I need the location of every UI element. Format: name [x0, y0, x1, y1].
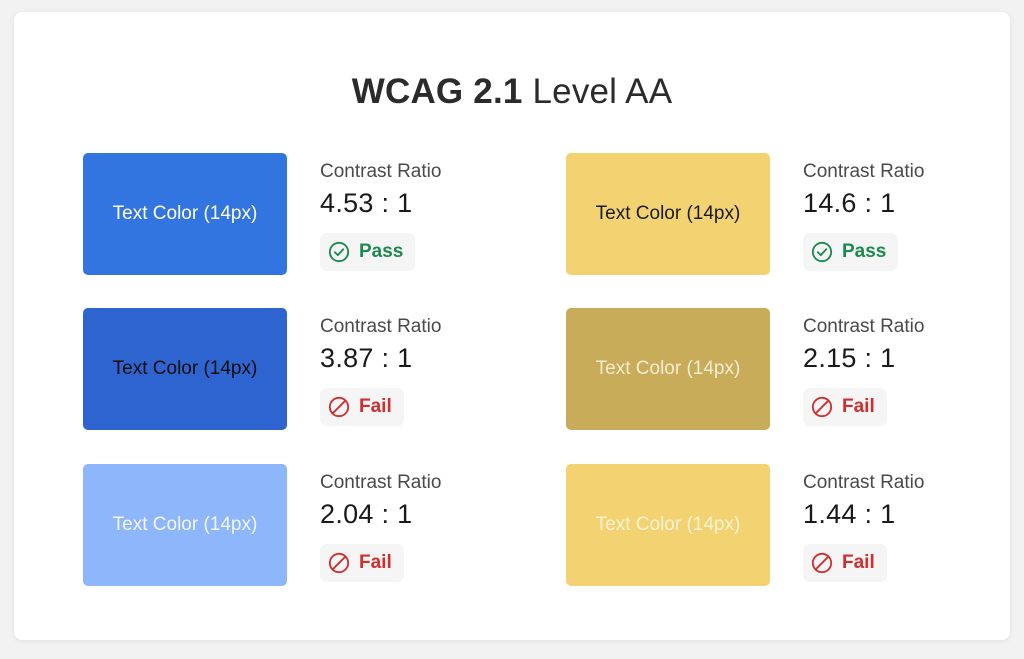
- contrast-caption: Contrast Ratio: [803, 316, 925, 337]
- status-badge: Fail: [803, 388, 887, 426]
- prohibited-icon: [328, 396, 359, 418]
- swatch-5: Text Color (14px): [83, 464, 287, 586]
- status-badge: Pass: [803, 233, 899, 271]
- prohibited-icon: [811, 396, 842, 418]
- status-label: Fail: [359, 552, 392, 573]
- status-label: Pass: [359, 241, 404, 262]
- check-circle-icon: [328, 241, 359, 263]
- status-label: Fail: [842, 552, 875, 573]
- swatch-3: Text Color (14px): [83, 308, 287, 430]
- swatch-4: Text Color (14px): [566, 308, 770, 430]
- swatch-text: Text Color (14px): [112, 358, 258, 379]
- status-badge: Pass: [320, 233, 416, 271]
- swatch-text: Text Color (14px): [112, 514, 258, 535]
- status-label: Pass: [842, 241, 887, 262]
- contrast-caption: Contrast Ratio: [320, 472, 442, 493]
- status-badge: Fail: [320, 388, 404, 426]
- contrast-ratio-value: 2.04 : 1: [320, 499, 413, 529]
- status-badge: Fail: [320, 544, 404, 582]
- title-light: Level AA: [532, 72, 673, 111]
- contrast-caption: Contrast Ratio: [320, 316, 442, 337]
- contrast-ratio-value: 4.53 : 1: [320, 188, 413, 218]
- prohibited-icon: [328, 552, 359, 574]
- contrast-ratio-value: 1.44 : 1: [803, 499, 896, 529]
- title-bold: WCAG 2.1: [351, 72, 523, 111]
- swatch-2: Text Color (14px): [566, 153, 770, 275]
- swatch-text: Text Color (14px): [112, 203, 258, 224]
- contrast-caption: Contrast Ratio: [803, 161, 925, 182]
- contrast-ratio-value: 14.6 : 1: [803, 188, 896, 218]
- contrast-caption: Contrast Ratio: [803, 472, 925, 493]
- swatch-1: Text Color (14px): [83, 153, 287, 275]
- wcag-card: WCAG 2.1 Level AA Text Color (14px) Cont…: [14, 12, 1010, 640]
- status-label: Fail: [359, 396, 392, 417]
- status-badge: Fail: [803, 544, 887, 582]
- check-circle-icon: [811, 241, 842, 263]
- prohibited-icon: [811, 552, 842, 574]
- contrast-ratio-value: 2.15 : 1: [803, 343, 896, 373]
- page-title: WCAG 2.1 Level AA: [14, 72, 1010, 112]
- swatch-6: Text Color (14px): [566, 464, 770, 586]
- swatch-text: Text Color (14px): [595, 203, 741, 224]
- swatch-text: Text Color (14px): [595, 514, 741, 535]
- status-label: Fail: [842, 396, 875, 417]
- swatch-text: Text Color (14px): [595, 358, 741, 379]
- contrast-caption: Contrast Ratio: [320, 161, 442, 182]
- contrast-ratio-value: 3.87 : 1: [320, 343, 413, 373]
